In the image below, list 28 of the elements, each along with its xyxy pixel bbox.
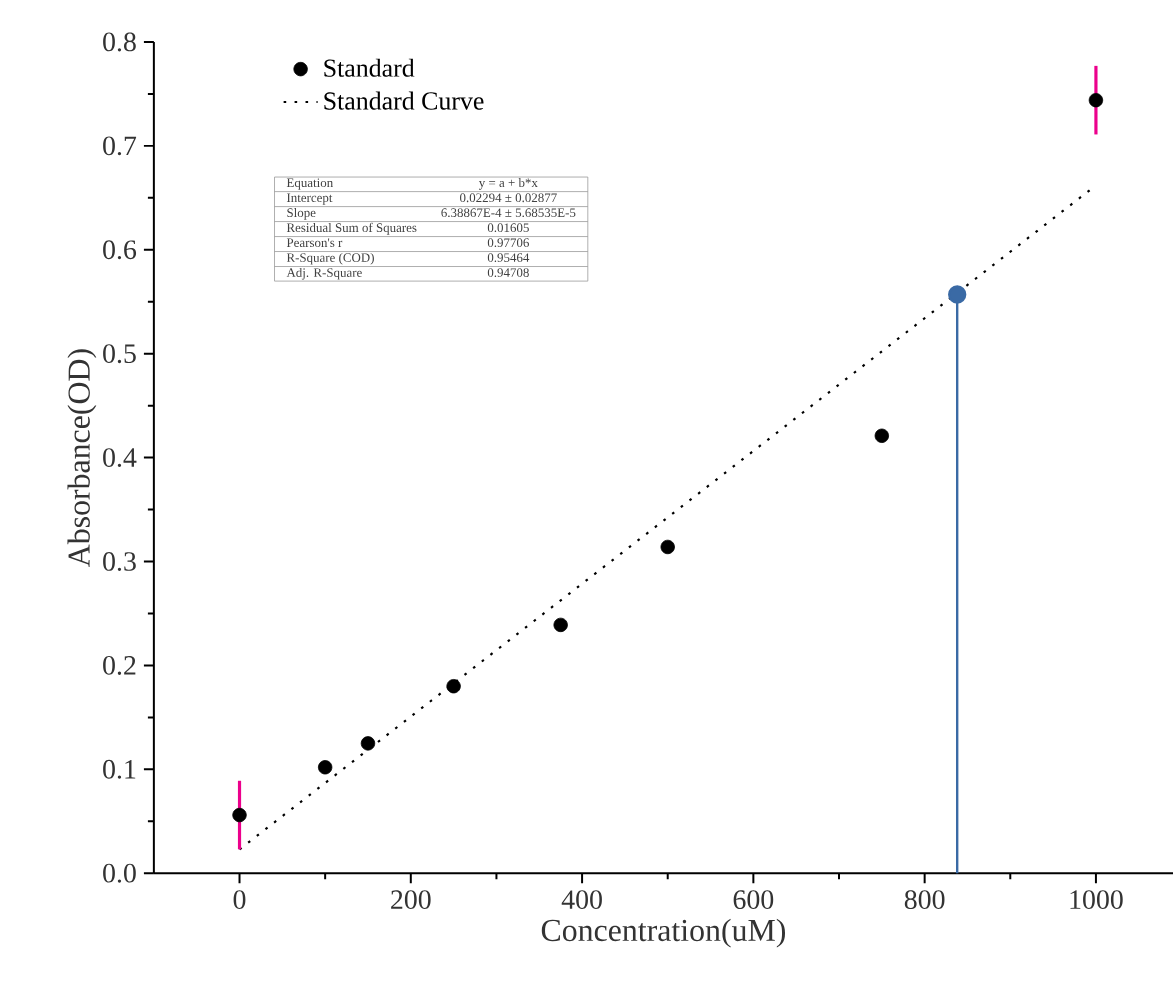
point [360, 736, 376, 751]
point [553, 618, 568, 633]
point [317, 760, 333, 775]
legend-label: Standard Curve [324, 91, 484, 111]
point [232, 808, 247, 823]
x-tick-label: 800 [904, 890, 945, 910]
y-tick-label: 0.6 [103, 240, 137, 260]
point [948, 285, 967, 305]
y-tick-label: 0.4 [103, 448, 137, 468]
y-tick-label: 0.0 [103, 864, 136, 884]
y-tick-label: 0.2 [103, 656, 136, 676]
y-axis-title: Absorbance(OD) [67, 349, 97, 568]
y-tick-label: 0.1 [103, 760, 136, 780]
x-tick-label: 200 [391, 890, 431, 910]
x-axis-title: Concentration(uM) [541, 919, 786, 949]
y-tick-label: 0.7 [103, 136, 137, 156]
point [1088, 93, 1104, 108]
y-tick-label: 0.5 [103, 344, 136, 364]
point [660, 540, 675, 555]
x-tick-label: 0 [233, 890, 246, 910]
legend-label: Standard [324, 59, 415, 78]
x-tick-label: 600 [733, 890, 774, 910]
y-tick-label: 0.3 [103, 552, 136, 572]
point [446, 679, 461, 694]
x-tick-label: 400 [561, 890, 602, 910]
point [874, 429, 889, 444]
y-tick-label: 0.8 [103, 32, 136, 52]
x-tick-label: 1000 [1070, 890, 1123, 910]
